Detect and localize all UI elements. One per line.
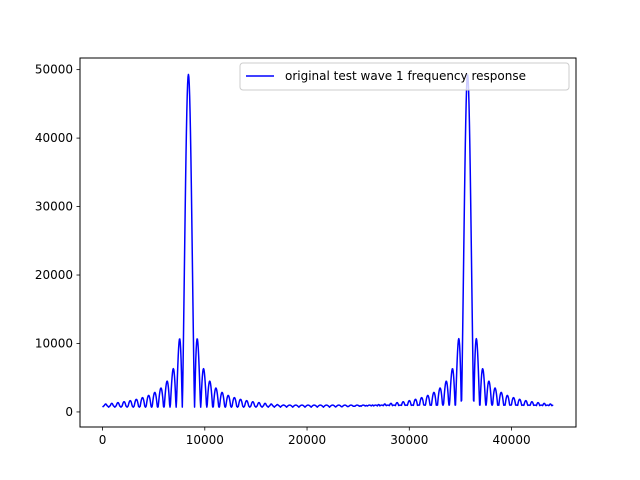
y-tick-label: 10000 xyxy=(35,336,73,350)
y-tick-label: 30000 xyxy=(35,200,73,214)
legend-label: original test wave 1 frequency response xyxy=(285,69,526,83)
y-tick-label: 20000 xyxy=(35,268,73,282)
x-tick-label: 30000 xyxy=(390,433,428,447)
series-layer xyxy=(102,73,554,408)
series-line-frequency-response xyxy=(102,73,554,408)
x-tick-label: 40000 xyxy=(492,433,530,447)
x-axis: 0 10000 20000 30000 40000 xyxy=(99,427,531,447)
legend: original test wave 1 frequency response xyxy=(239,62,570,91)
y-tick-label: 40000 xyxy=(35,131,73,145)
x-tick-label: 20000 xyxy=(288,433,326,447)
x-tick-label: 0 xyxy=(99,433,107,447)
y-tick-label: 50000 xyxy=(35,63,73,77)
legend-box xyxy=(239,62,570,91)
plot-area xyxy=(79,57,577,428)
y-axis: 0 10000 20000 30000 40000 50000 xyxy=(35,63,80,419)
x-tick-label: 10000 xyxy=(186,433,224,447)
y-tick-label: 0 xyxy=(65,405,73,419)
axes-frame xyxy=(79,57,577,428)
